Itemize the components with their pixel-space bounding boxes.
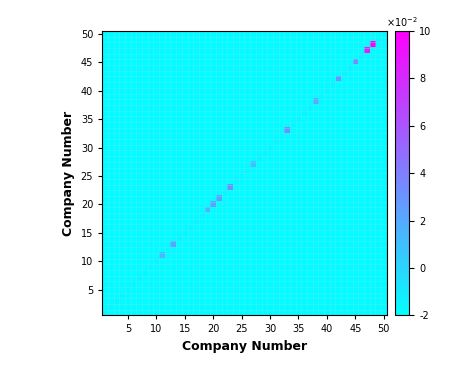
Y-axis label: Company Number: Company Number bbox=[62, 111, 75, 236]
X-axis label: Company Number: Company Number bbox=[182, 340, 307, 353]
Title: $\times10^{-2}$: $\times10^{-2}$ bbox=[386, 15, 418, 29]
